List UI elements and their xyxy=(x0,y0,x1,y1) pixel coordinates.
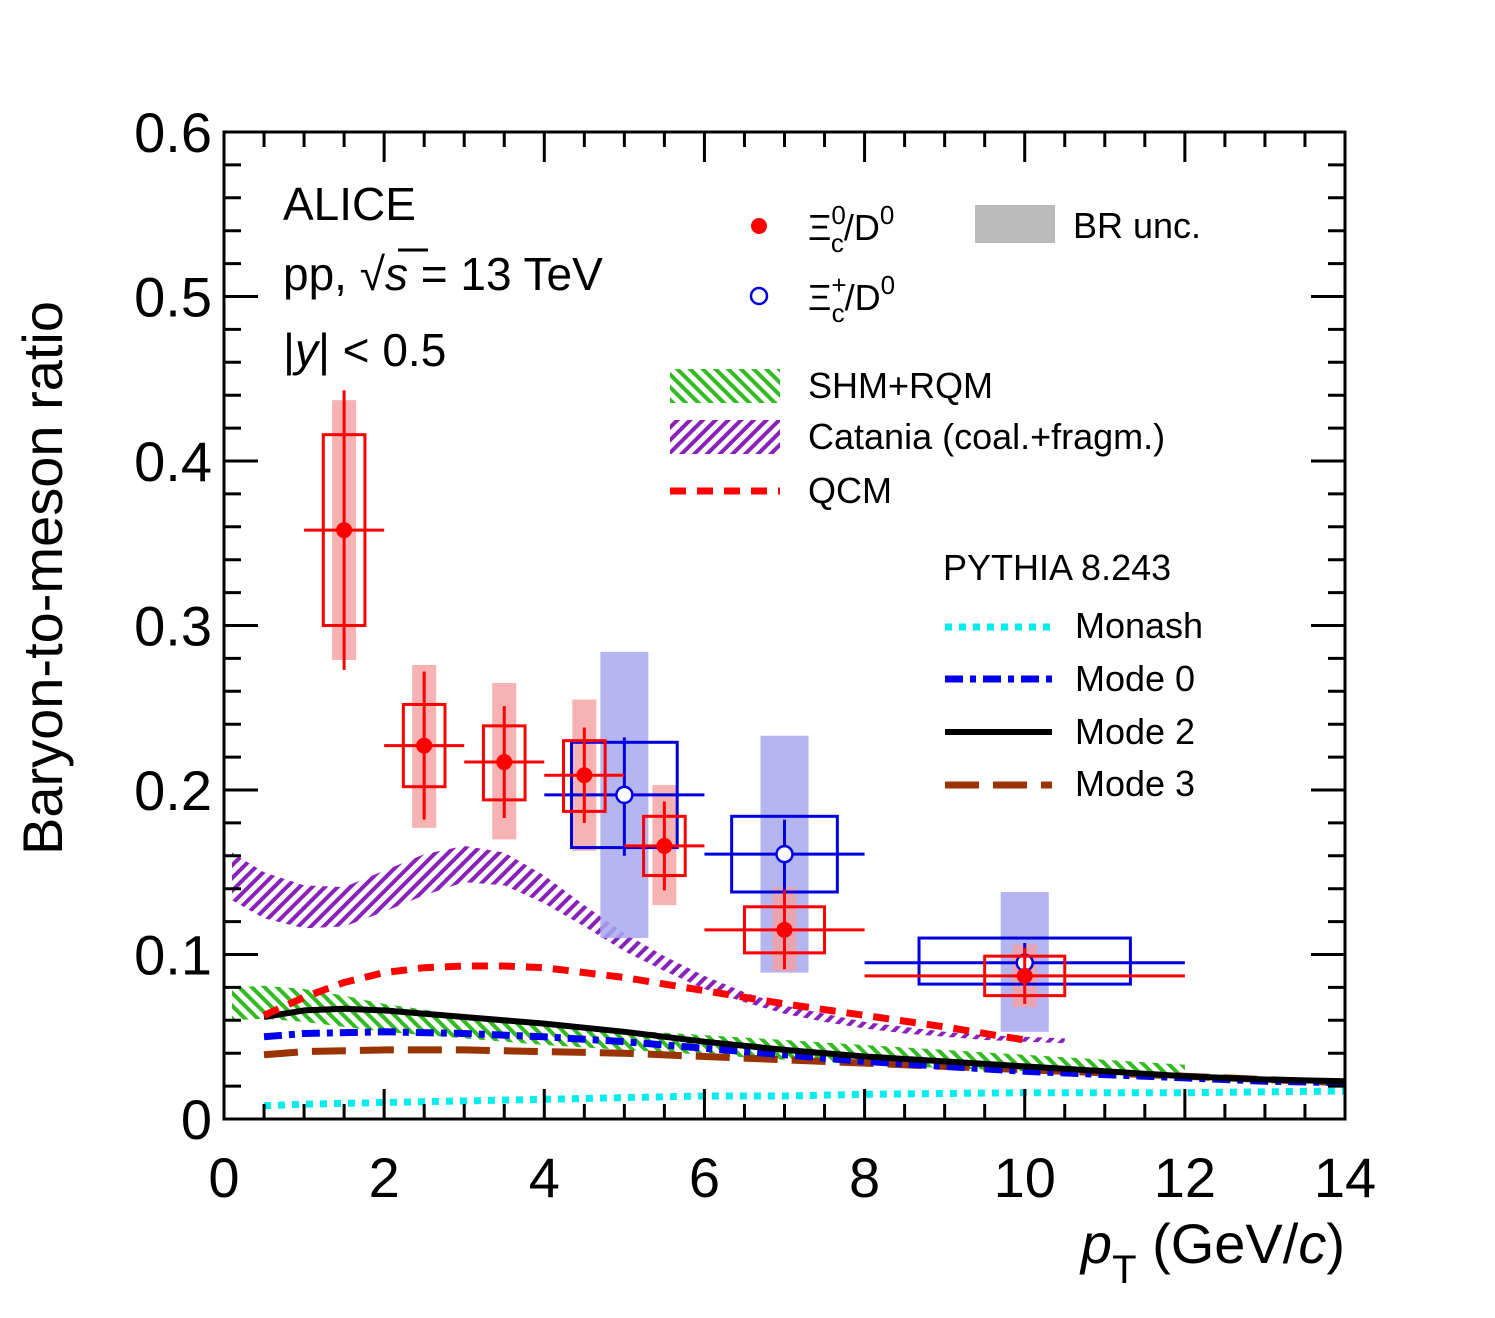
legend-swatch-br xyxy=(975,205,1055,243)
legend-swatch-shm xyxy=(670,369,780,403)
legend-label-mode2: Mode 2 xyxy=(1075,711,1195,752)
annotation-system: pp, √s = 13 TeV xyxy=(283,248,603,300)
xi0-marker xyxy=(1016,967,1033,984)
legend-label-mode0: Mode 0 xyxy=(1075,658,1195,699)
legend-swatch-catania xyxy=(670,420,780,454)
y-tick-label: 0.2 xyxy=(134,759,212,822)
xip-marker xyxy=(615,785,634,805)
xi0-marker xyxy=(576,767,593,784)
legend: Ξ0 c/D0 Ξ+ c/D0 BR unc. SHM+RQM Catania (c… xyxy=(670,200,1203,804)
annotation-experiment: ALICE xyxy=(283,178,416,230)
x-tick-label: 6 xyxy=(689,1146,720,1209)
xi0-marker xyxy=(416,737,433,754)
monash-curve xyxy=(263,1087,1345,1110)
xi0-marker xyxy=(336,522,353,539)
y-tick-label: 0.1 xyxy=(134,924,212,987)
legend-marker-xip xyxy=(749,286,769,306)
legend-label-xip: Ξ+ c/D0 xyxy=(808,270,895,328)
x-tick-label: 2 xyxy=(369,1146,400,1209)
legend-label-catania: Catania (coal.+fragm.) xyxy=(808,416,1165,457)
legend-pythia-title: PYTHIA 8.243 xyxy=(943,547,1171,588)
x-tick-label: 4 xyxy=(529,1146,560,1209)
x-tick-label: 8 xyxy=(849,1146,880,1209)
x-tick-label: 12 xyxy=(1154,1146,1216,1209)
legend-label-xi0: Ξ0 c/D0 xyxy=(808,200,894,258)
legend-label-monash: Monash xyxy=(1075,605,1203,646)
data-points xyxy=(304,390,1185,1004)
annotation: ALICE pp, √s = 13 TeV |y| < 0.5 xyxy=(283,178,603,376)
xi0-marker xyxy=(776,921,793,938)
model-bands xyxy=(232,845,1185,1078)
xip-marker xyxy=(775,844,794,864)
axes: 0 2 4 6 8 10 12 14 0 0.1 0.2 0.3 0.4 0.5 0.6 xyxy=(134,101,1376,1209)
x-tick-label: 10 xyxy=(994,1146,1056,1209)
legend-label-qcm: QCM xyxy=(808,470,892,511)
annotation-rapidity: |y| < 0.5 xyxy=(283,324,446,376)
shm-rqm-band xyxy=(232,985,1185,1078)
y-tick-label: 0.5 xyxy=(134,266,212,329)
qcm-curve xyxy=(262,962,1026,1044)
x-tick-label: 0 xyxy=(208,1146,239,1209)
xi0-marker xyxy=(496,754,513,771)
plot-content xyxy=(232,390,1345,1110)
xi0-marker xyxy=(656,837,673,854)
legend-marker-xi0 xyxy=(751,218,767,234)
legend-label-mode3: Mode 3 xyxy=(1075,763,1195,804)
y-axis-title: Baryon-to-meson ratio xyxy=(11,301,74,855)
x-tick-label: 14 xyxy=(1314,1146,1376,1209)
x-axis-title: pT (GeV/c) xyxy=(1079,1212,1345,1292)
y-tick-label: 0 xyxy=(181,1088,212,1151)
model-curves xyxy=(262,962,1345,1110)
y-tick-label: 0.3 xyxy=(134,595,212,658)
legend-label-shm: SHM+RQM xyxy=(808,365,993,406)
y-tick-label: 0.6 xyxy=(134,101,212,164)
legend-label-br: BR unc. xyxy=(1073,205,1201,246)
mode0-curve xyxy=(263,1028,1345,1087)
mode2-curve xyxy=(263,1005,1345,1085)
y-tick-label: 0.4 xyxy=(134,430,212,493)
